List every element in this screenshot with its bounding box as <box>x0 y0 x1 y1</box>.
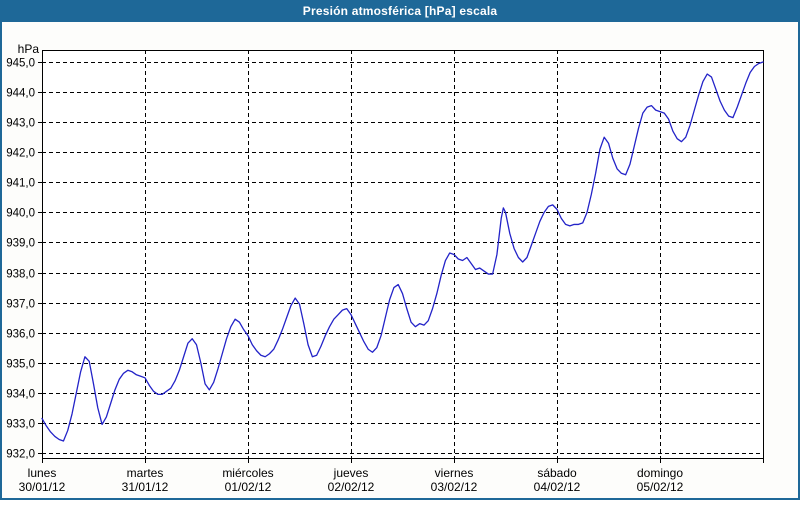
y-tick-label: 945,0 <box>6 58 35 70</box>
day-name-label: lunes <box>28 466 57 480</box>
day-name-label: martes <box>127 466 164 480</box>
day-name-label: miércoles <box>222 466 273 480</box>
y-tick-label: 942,0 <box>6 148 35 160</box>
y-tick-label: 940,0 <box>6 208 35 220</box>
day-date-label: 05/02/12 <box>637 480 684 494</box>
day-date-label: 03/02/12 <box>431 480 478 494</box>
y-tick-label: 934,0 <box>6 389 35 401</box>
plot-border <box>42 50 764 459</box>
window-title-bar[interactable]: Presión atmosférica [hPa] escala <box>2 0 798 22</box>
y-tick-label: 933,0 <box>6 419 35 431</box>
y-tick-label: 943,0 <box>6 118 35 130</box>
y-tick-label: 938,0 <box>6 269 35 281</box>
y-tick-label: 937,0 <box>6 299 35 311</box>
window-title: Presión atmosférica [hPa] escala <box>302 4 498 18</box>
day-name-label: jueves <box>333 466 369 480</box>
day-date-label: 30/01/12 <box>19 480 66 494</box>
day-name-label: sábado <box>537 466 577 480</box>
y-tick-label: 944,0 <box>6 88 35 100</box>
day-date-label: 02/02/12 <box>328 480 375 494</box>
plot-area <box>42 50 763 458</box>
day-name-label: domingo <box>637 466 683 480</box>
day-date-label: 04/02/12 <box>534 480 581 494</box>
day-name-label: viernes <box>435 466 474 480</box>
pressure-line <box>41 61 764 442</box>
y-axis-unit-label: hPa <box>18 42 40 56</box>
y-tick-label: 935,0 <box>6 359 35 371</box>
day-date-label: 31/01/12 <box>122 480 169 494</box>
y-tick-label: 932,0 <box>6 449 35 461</box>
y-tick-label: 936,0 <box>6 329 35 341</box>
y-tick-label: 939,0 <box>6 238 35 250</box>
day-date-label: 01/02/12 <box>225 480 272 494</box>
y-tick-label: 941,0 <box>6 178 35 190</box>
